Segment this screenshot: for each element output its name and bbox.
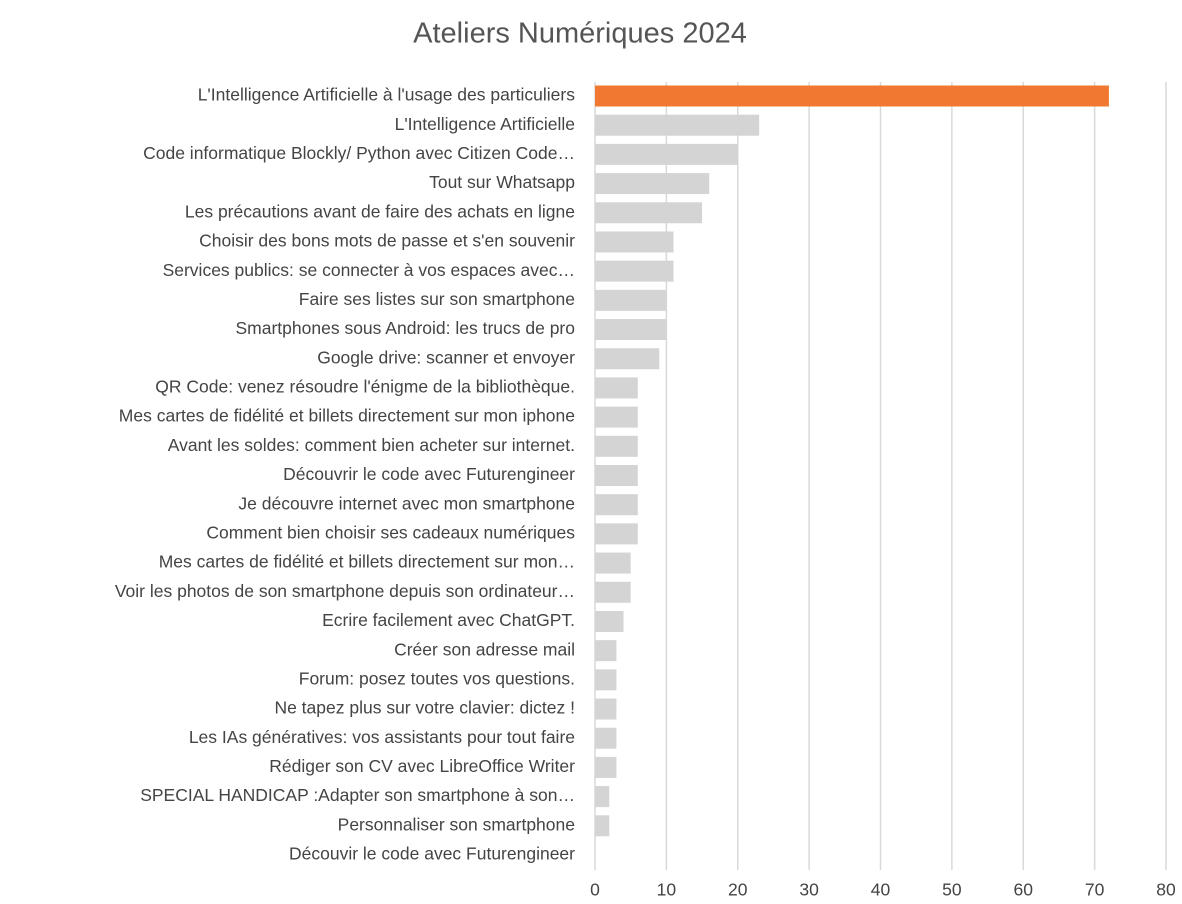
y-tick-label: Créer son adresse mail (394, 639, 575, 659)
x-tick-label: 30 (799, 880, 819, 900)
bar (595, 114, 760, 136)
bar (595, 523, 638, 545)
y-tick-label: Voir les photos de son smartphone depuis… (115, 581, 575, 601)
y-tick-label: Les précautions avant de faire des achat… (185, 201, 575, 221)
bar (595, 435, 638, 457)
bar (595, 289, 667, 311)
y-tick-label: Mes cartes de fidélité et billets direct… (159, 552, 575, 572)
bar (595, 640, 617, 662)
bar (595, 377, 638, 399)
y-tick-label: Découvir le code avec Futurengineer (289, 844, 575, 864)
y-tick-label: L'Intelligence Artificielle à l'usage de… (198, 85, 576, 105)
y-tick-label: Avant les soldes: comment bien acheter s… (168, 435, 575, 455)
bar (595, 815, 610, 837)
y-tick-label: Faire ses listes sur son smartphone (299, 289, 575, 309)
y-tick-label: Découvrir le code avec Futurengineer (283, 464, 575, 484)
bar (595, 260, 674, 282)
bar (595, 143, 738, 165)
y-tick-label: Forum: posez toutes vos questions. (299, 668, 575, 688)
y-tick-label: Comment bien choisir ses cadeaux numériq… (206, 523, 575, 543)
y-tick-label: Code informatique Blockly/ Python avec C… (143, 143, 575, 163)
bar (595, 669, 617, 691)
y-tick-label: Les IAs génératives: vos assistants pour… (189, 727, 575, 747)
x-tick-label: 10 (657, 880, 677, 900)
bar (595, 727, 617, 749)
bar (595, 85, 1109, 107)
chart-title: Ateliers Numériques 2024 (413, 18, 747, 50)
y-tick-label: Je découvre internet avec mon smartphone (238, 493, 575, 513)
y-tick-label: Ne tapez plus sur votre clavier: dictez … (274, 698, 575, 718)
x-tick-label: 40 (871, 880, 891, 900)
bar (595, 465, 638, 486)
y-tick-label: Services publics: se connecter à vos esp… (163, 260, 575, 280)
y-tick-label: Smartphones sous Android: les trucs de p… (236, 318, 576, 338)
bar (595, 786, 610, 808)
y-tick-label: Mes cartes de fidélité et billets direct… (119, 406, 575, 426)
y-tick-label: Tout sur Whatsapp (429, 172, 575, 192)
y-tick-label: QR Code: venez résoudre l'énigme de la b… (155, 377, 575, 397)
x-tick-label: 50 (942, 880, 962, 900)
x-tick-label: 20 (728, 880, 748, 900)
y-tick-label: Personnaliser son smartphone (338, 814, 575, 834)
bar (595, 348, 660, 370)
bar (595, 173, 710, 195)
bar (595, 756, 617, 778)
bar (595, 202, 703, 224)
bar (595, 552, 631, 574)
bar (595, 494, 638, 516)
y-tick-label: L'Intelligence Artificielle (395, 114, 575, 134)
x-tick-label: 60 (1014, 880, 1034, 900)
x-tick-label: 80 (1156, 880, 1176, 900)
bar (595, 406, 638, 428)
bar (595, 319, 667, 341)
bar (595, 231, 674, 253)
y-tick-label: Rédiger son CV avec LibreOffice Writer (269, 756, 575, 776)
bar (595, 581, 631, 603)
y-tick-label: Ecrire facilement avec ChatGPT. (322, 610, 575, 630)
y-tick-label: SPECIAL HANDICAP :Adapter son smartphone… (140, 785, 575, 805)
x-tick-label: 70 (1085, 880, 1105, 900)
y-tick-label: Google drive: scanner et envoyer (317, 347, 575, 367)
y-tick-label: Choisir des bons mots de passe et s'en s… (199, 231, 575, 251)
bar (595, 610, 624, 632)
bar (595, 698, 617, 720)
x-tick-label: 0 (590, 880, 600, 900)
